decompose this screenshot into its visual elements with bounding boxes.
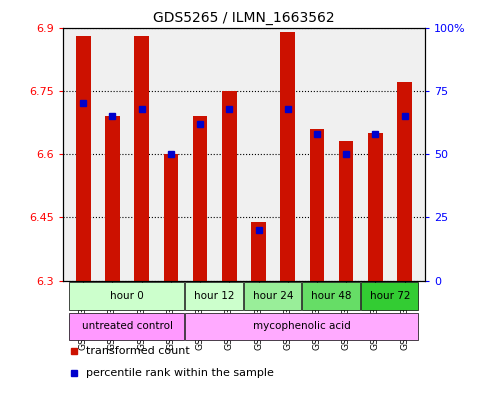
FancyBboxPatch shape [69,312,185,340]
Text: transformed count: transformed count [86,346,190,356]
Bar [134,36,149,281]
Bar [251,222,266,281]
FancyBboxPatch shape [185,282,243,310]
Bar [193,116,207,281]
Bar [281,32,295,281]
FancyBboxPatch shape [244,282,301,310]
Text: hour 0: hour 0 [110,291,144,301]
Text: hour 24: hour 24 [253,291,293,301]
Text: percentile rank within the sample: percentile rank within the sample [86,368,274,378]
FancyBboxPatch shape [69,282,185,310]
Text: untreated control: untreated control [82,321,172,331]
Bar [368,133,383,281]
Text: hour 72: hour 72 [369,291,410,301]
Bar [398,83,412,281]
FancyBboxPatch shape [302,282,360,310]
Text: mycophenolic acid: mycophenolic acid [254,321,351,331]
Bar [105,116,120,281]
Text: hour 12: hour 12 [195,291,235,301]
FancyBboxPatch shape [361,282,418,310]
Bar [310,129,324,281]
Text: hour 48: hour 48 [312,291,352,301]
FancyBboxPatch shape [185,312,418,340]
Title: GDS5265 / ILMN_1663562: GDS5265 / ILMN_1663562 [153,11,335,25]
Bar [339,141,354,281]
Bar [164,154,178,281]
Bar [222,91,237,281]
Bar [76,36,90,281]
